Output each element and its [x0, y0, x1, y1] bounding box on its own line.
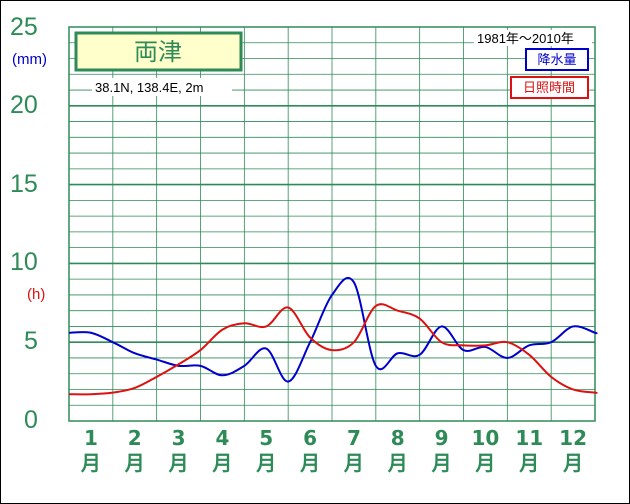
month-kanji-label: 月 [168, 451, 189, 475]
legend-sunshine-label: 日照時間 [523, 81, 575, 96]
month-number-label: 9 [435, 426, 449, 450]
month-number-label: 10 [471, 426, 499, 450]
location-text: 38.1N, 138.4E, 2m [95, 80, 203, 95]
month-kanji-label: 月 [387, 451, 408, 475]
period-text: 1981年〜2010年 [477, 31, 574, 46]
month-kanji-label: 月 [124, 451, 145, 475]
sunshine-unit-label: (h) [27, 286, 45, 303]
month-kanji-label: 月 [80, 451, 101, 475]
month-number-label: 4 [215, 426, 229, 450]
month-number-label: 3 [172, 426, 186, 450]
month-number-label: 12 [559, 426, 587, 450]
legend-precip-box [525, 48, 589, 71]
precip-unit-label: (mm) [12, 51, 47, 68]
month-kanji-label: 月 [562, 451, 583, 475]
period-bg [474, 30, 592, 46]
month-number-label: 8 [391, 426, 405, 450]
month-kanji-label: 月 [518, 451, 539, 475]
station-name-box [74, 31, 243, 72]
month-number-label: 5 [259, 426, 273, 450]
precipitation-line [68, 276, 598, 383]
legend-sunshine-box [510, 76, 589, 99]
y-tick-5: 5 [24, 327, 38, 355]
y-tick-15: 15 [10, 170, 38, 198]
month-kanji-label: 月 [211, 451, 232, 475]
sunshine-line [68, 303, 598, 396]
month-kanji-label: 月 [299, 451, 320, 475]
month-number-label: 6 [303, 426, 317, 450]
month-number-label: 1 [84, 426, 98, 450]
month-number-label: 7 [347, 426, 361, 450]
y-tick-20: 20 [10, 91, 38, 119]
month-kanji-label: 月 [431, 451, 452, 475]
month-number-label: 11 [515, 426, 543, 450]
y-tick-0: 0 [24, 406, 38, 434]
legend-precip-label: 降水量 [537, 53, 576, 68]
y-tick-25: 25 [10, 13, 38, 41]
y-tick-10: 10 [10, 248, 38, 276]
month-kanji-label: 月 [343, 451, 364, 475]
location-text-bg [92, 78, 232, 96]
month-number-label: 2 [128, 426, 142, 450]
month-kanji-label: 月 [255, 451, 276, 475]
station-name: 両津 [134, 38, 182, 66]
series-layer [68, 276, 598, 396]
month-kanji-label: 月 [474, 451, 495, 475]
